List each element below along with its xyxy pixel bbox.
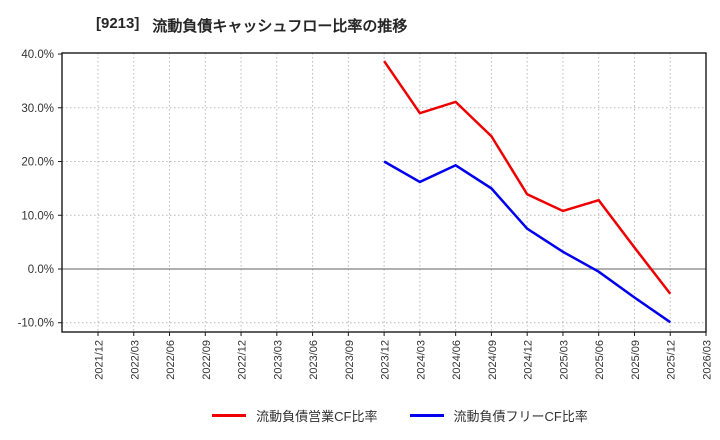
chart-title-text: 流動負債キャッシュフロー比率の推移 <box>152 18 408 35</box>
series-line-1 <box>383 160 671 324</box>
x-tick-label: 2023/03 <box>272 340 284 380</box>
series-line-0 <box>383 60 672 295</box>
x-tick-label: 2024/09 <box>487 340 499 380</box>
legend-label-operating-cf: 流動負債営業CF比率 <box>256 409 378 424</box>
x-tick-label: 2021/12 <box>94 340 106 380</box>
x-tick-labels: 2021/12 2022/03 2022/06 2022/09 2022/12 2023/… <box>94 340 714 380</box>
x-tick-label: 2024/06 <box>451 340 463 380</box>
y-tick-label: 10.0% <box>21 210 54 222</box>
x-tick-label: 2025/03 <box>558 340 570 380</box>
legend-line-sample-red <box>212 414 247 417</box>
legend-line-sample-blue <box>409 414 444 417</box>
y-tick-label: 40.0% <box>21 49 54 61</box>
x-tick-label: 2022/09 <box>201 340 213 380</box>
legend-item-free-cf: 流動負債フリーCF比率 <box>409 406 588 425</box>
y-tick-label: 20.0% <box>21 157 54 169</box>
x-tick-label: 2023/06 <box>308 340 320 380</box>
y-tick-labels: 40.0% 30.0% 20.0% 10.0% 0.0% -10.0% <box>18 49 54 330</box>
y-tick-label: -10.0% <box>18 318 54 330</box>
y-tick-label: 30.0% <box>21 103 54 115</box>
chart-title: [9213] 流動負債キャッシュフロー比率の推移 <box>96 15 407 36</box>
x-tick-label: 2025/06 <box>594 340 606 380</box>
x-tick-label: 2022/06 <box>165 340 177 380</box>
x-tick-label: 2024/03 <box>415 340 427 380</box>
x-tick-label: 2023/09 <box>344 340 356 380</box>
y-gridlines <box>62 107 706 324</box>
x-tick-label: 2022/03 <box>129 340 141 380</box>
legend-item-operating-cf: 流動負債営業CF比率 <box>212 406 378 425</box>
x-tick-label: 2025/12 <box>666 340 678 380</box>
x-tick-label: 2026/03 <box>702 340 714 380</box>
x-tick-label: 2025/09 <box>630 340 642 380</box>
legend-label-free-cf: 流動負債フリーCF比率 <box>453 409 588 424</box>
y-tick-label: 0.0% <box>28 264 54 276</box>
plot-border <box>61 52 707 333</box>
x-gridlines <box>97 53 707 332</box>
x-tick-label: 2024/12 <box>523 340 535 380</box>
chart-title-code: [9213] <box>96 15 140 32</box>
axis-ticks <box>58 53 707 336</box>
x-tick-label: 2022/12 <box>237 340 249 380</box>
x-tick-label: 2023/12 <box>380 340 392 380</box>
chart-legend: 流動負債営業CF比率 流動負債フリーCF比率 <box>40 406 720 425</box>
